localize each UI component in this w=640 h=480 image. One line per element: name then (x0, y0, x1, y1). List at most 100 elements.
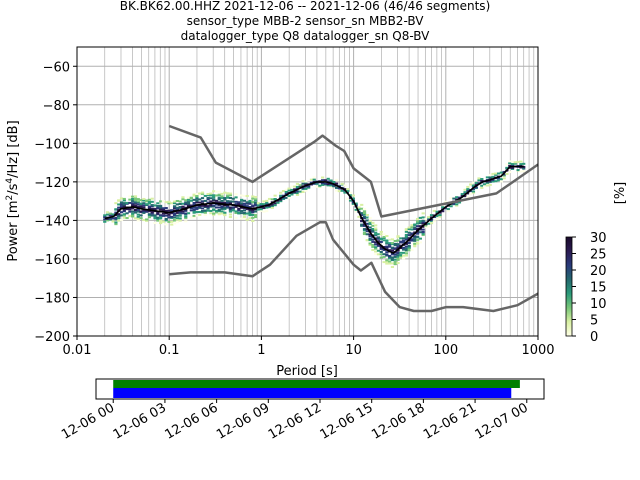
density-cell (105, 213, 110, 216)
density-cell (245, 212, 249, 215)
density-cell (376, 233, 381, 236)
colorbar-tick-label: 5 (590, 314, 598, 329)
density-cell (192, 198, 196, 201)
density-cell (452, 202, 456, 205)
density-cell (393, 247, 397, 250)
density-cell (418, 225, 422, 228)
density-cell (251, 219, 255, 222)
density-cell (200, 204, 205, 207)
density-cell (374, 228, 378, 231)
density-cell (368, 217, 372, 220)
density-cell (374, 231, 378, 234)
density-cell (396, 255, 400, 258)
density-cell (326, 180, 330, 183)
density-cell (217, 206, 221, 209)
density-cell (413, 226, 417, 229)
y-tick-label: −180 (34, 291, 70, 306)
density-cell (245, 205, 249, 208)
density-cell (365, 219, 369, 222)
density-cell (334, 189, 339, 192)
density-cell (494, 173, 498, 176)
density-cell (133, 204, 138, 207)
density-cell (421, 216, 425, 219)
density-cell (304, 180, 308, 183)
density-cell (368, 233, 372, 236)
density-cell (304, 185, 308, 188)
density-cell (388, 243, 392, 246)
density-cell (142, 211, 146, 214)
density-cell (178, 206, 182, 209)
density-cell (376, 237, 381, 240)
density-cell (223, 204, 227, 207)
density-cell (223, 214, 227, 217)
time-tick-label: 12-07 00 (473, 400, 531, 442)
density-cell (203, 209, 207, 212)
density-cell (360, 212, 364, 215)
density-cell (240, 194, 244, 197)
time-tick-label: 12-06 12 (266, 400, 324, 442)
density-cell (122, 216, 126, 219)
density-cell (114, 211, 118, 214)
density-cell (321, 176, 325, 179)
density-cell (410, 224, 414, 227)
density-cell (200, 200, 205, 203)
density-cell (206, 194, 210, 197)
density-cell (192, 203, 196, 206)
density-cell (159, 214, 163, 217)
density-cell (424, 217, 428, 220)
density-cell (508, 162, 512, 165)
density-cell (522, 162, 526, 165)
density-cell (385, 245, 389, 248)
density-cell (488, 180, 492, 183)
density-cell (206, 198, 210, 201)
colorbar-label: [%] (613, 182, 628, 205)
density-cell (326, 177, 330, 180)
density-cell (248, 201, 252, 204)
density-cell (385, 260, 389, 263)
density-cell (248, 217, 252, 220)
density-cell (379, 246, 383, 249)
density-cell (192, 211, 196, 214)
density-cell (376, 240, 381, 243)
density-cell (214, 211, 219, 214)
density-cell (279, 198, 283, 201)
density-cell (388, 262, 392, 265)
density-cell (128, 198, 132, 201)
density-cell (167, 209, 171, 212)
density-cell (103, 218, 107, 221)
density-cell (435, 210, 439, 213)
density-cell (147, 210, 152, 213)
density-cell (153, 221, 157, 224)
density-cell (145, 203, 149, 206)
density-cell (136, 198, 140, 201)
density-cell (178, 212, 182, 215)
density-cell (206, 196, 210, 199)
density-cell (326, 183, 330, 186)
density-cell (220, 212, 224, 215)
density-cell (186, 201, 191, 204)
density-cell (396, 258, 400, 261)
density-cell (220, 205, 224, 208)
density-cell (382, 239, 386, 242)
density-cell (427, 222, 431, 225)
density-cell (346, 190, 350, 193)
density-cell (117, 199, 121, 202)
density-cell (206, 207, 210, 210)
density-cell (198, 206, 202, 209)
density-cell (309, 181, 314, 184)
density-cell (502, 174, 506, 177)
density-cell (402, 251, 406, 254)
colorbar-tick-label: 30 (590, 231, 607, 246)
density-cell (150, 207, 154, 210)
density-cell (253, 204, 258, 207)
density-cell (206, 205, 210, 208)
density-cell (396, 252, 400, 255)
density-cell (519, 160, 523, 163)
density-cell (223, 206, 227, 209)
density-cell (164, 223, 168, 226)
density-cell (452, 197, 456, 200)
density-cell (181, 198, 185, 201)
density-cell (315, 185, 319, 188)
